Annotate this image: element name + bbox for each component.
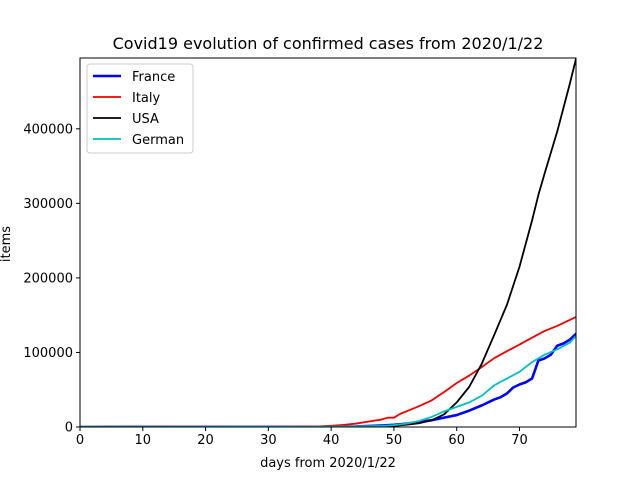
plot-frame	[79, 57, 577, 428]
y-tick-label: 300000	[23, 197, 73, 212]
x-tick-label: 50	[386, 433, 403, 448]
legend-label: France	[132, 70, 175, 85]
legend-box	[86, 63, 194, 154]
legend-label: USA	[132, 112, 159, 127]
y-tick-label: 100000	[23, 346, 73, 361]
y-tick-label: 200000	[23, 271, 73, 286]
series-layer	[80, 58, 576, 427]
series-line-italy	[80, 316, 576, 427]
x-tick-label: 10	[135, 433, 152, 448]
y-tick-label: 0	[65, 421, 73, 436]
x-tick-label: 20	[197, 433, 214, 448]
y-tick-label: 400000	[23, 122, 73, 137]
legend: France Italy USA German	[86, 63, 194, 154]
y-axis-label: items	[0, 226, 14, 262]
chart-title: Covid19 evolution of confirmed cases fro…	[113, 34, 544, 53]
legend-label: Italy	[132, 91, 161, 106]
axes-layer: 0 10 20 30 40 50 60 70 0 100000 200000 300000 400000	[23, 57, 577, 448]
x-tick-label: 60	[448, 433, 465, 448]
x-axis-label: days from 2020/1/22	[260, 456, 396, 471]
series-line-german	[80, 335, 576, 427]
x-tick-label: 30	[260, 433, 277, 448]
x-tick-label: 40	[323, 433, 340, 448]
x-tick-label: 0	[76, 433, 84, 448]
x-tick-label: 70	[511, 433, 528, 448]
legend-label: German	[132, 133, 184, 148]
